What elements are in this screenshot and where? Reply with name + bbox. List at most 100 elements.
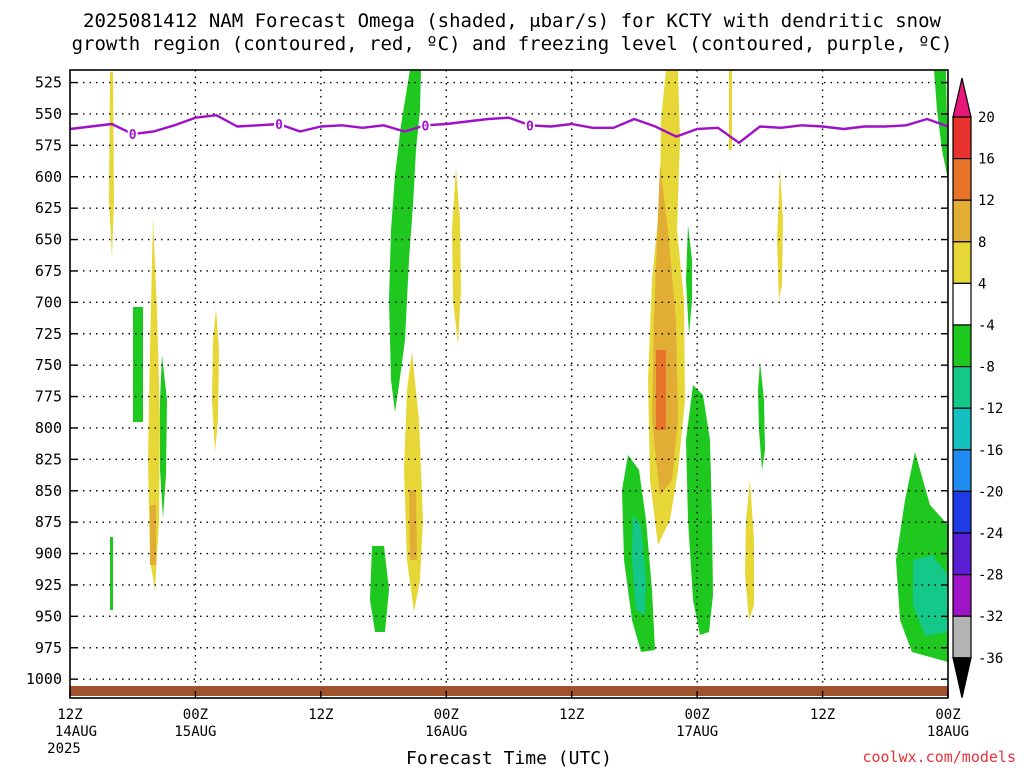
omega-rising-region [110,537,113,610]
colorbar-segment [952,449,972,492]
colorbar-label: 4 [978,276,986,292]
colorbar-segment [952,116,972,160]
x-tick-label-date: 17AUG [676,724,718,740]
omega-sinking-region [452,168,461,345]
x-tick-label-time: 00Z [434,707,459,723]
y-tick-label: 875 [35,513,62,531]
x-tick-label-time: 00Z [935,707,960,723]
omega-rising-region [632,515,646,615]
terrain-band [70,686,948,696]
x-tick-label-date: 15AUG [174,724,216,740]
plot-frame [69,69,949,699]
x-tick-label-time: 12Z [559,707,584,723]
omega-rising-region [758,362,765,470]
colorbar-segment [952,615,972,659]
colorbar-segment [952,407,972,451]
y-tick-label: 850 [35,482,62,500]
y-tick-label: 675 [35,262,62,280]
omega-sinking-region [148,218,160,590]
x-tick-label-year: 2025 [47,741,81,757]
y-tick-label: 625 [35,199,62,217]
colorbar-label: -24 [978,526,1003,542]
omega-sinking-region [409,490,417,560]
colorbar-label: -32 [978,609,1003,625]
freezing-level-line [69,113,949,145]
contour-label-bg [127,126,138,142]
omega-sinking-region [150,505,156,565]
colorbar-segment [952,490,972,534]
contour-label-bg [420,117,431,133]
colorbar-label: 12 [978,193,995,209]
x-tick-label-time: 00Z [183,707,208,723]
y-axis: 525 550 575 600 625 650 675 700 725 750 775 800 825 8… [26,74,948,688]
x-tick-label-date: 14AUG [55,724,97,740]
colorbar-segment [952,241,972,285]
colorbar-label: 16 [978,152,995,168]
colorbar-segment [952,199,972,243]
freezing-level-label: 0 [275,118,283,133]
y-tick-label: 825 [35,450,62,468]
y-tick-label: 725 [35,325,62,343]
x-tick-label-time: 12Z [57,707,82,723]
y-tick-label: 650 [35,231,62,249]
y-tick-label: 950 [35,607,62,625]
chart-title-line-2: growth region (contoured, red, ºC) and f… [72,33,953,55]
omega-sinking-region [109,72,114,258]
x-tick-label-time: 12Z [810,707,835,723]
y-tick-label: 925 [35,576,62,594]
y-tick-label: 550 [35,105,62,123]
omega-sinking-region [777,168,783,300]
y-tick-label: 600 [35,168,62,186]
y-tick-label: 750 [35,356,62,374]
x-tick-label-time: 00Z [684,707,709,723]
colorbar-label: -16 [978,443,1003,459]
colorbar-segment [952,366,972,409]
freezing-level-label: 0 [129,128,137,143]
colorbar-top-arrow [952,77,972,118]
y-tick-label: 775 [35,388,62,406]
omega-rising-region [370,546,389,632]
omega-rising-region [160,355,167,518]
colorbar-segment [952,532,972,576]
x-axis-title: Forecast Time (UTC) [406,748,612,768]
colorbar-label: -8 [978,360,995,376]
plot-area: 0 0 0 0 [69,69,949,699]
omega-rising-region [389,70,421,412]
contour-label-bg [274,116,285,132]
omega-sinking-region [212,308,219,452]
colorbar-segment [952,324,972,368]
grid-lines [70,70,948,698]
colorbar-bottom-arrow [952,657,972,698]
x-tick-label-date: 18AUG [927,724,969,740]
chart-title-line-1: 2025081412 NAM Forecast Omega (shaded, μ… [83,10,941,32]
freezing-level-label: 0 [526,119,534,134]
omega-rising-region [686,385,713,635]
y-tick-label: 800 [35,419,62,437]
colorbar-label: -20 [978,484,1003,500]
omega-sinking-region [404,352,423,612]
omega-sinking-region [656,350,666,430]
x-tick-label-date: 16AUG [425,724,467,740]
colorbar: 20 16 12 8 4 -4 -8 -12 -16 -20 -24 -28 -32 -36 [952,77,1003,698]
colorbar-segment [952,282,972,326]
omega-rising-region [686,225,692,335]
colorbar-label: -28 [978,568,1003,584]
colorbar-segment [952,158,972,201]
freezing-level-label: 0 [421,119,429,134]
colorbar-label: 8 [978,235,986,251]
y-tick-label: 975 [35,639,62,657]
colorbar-label: 20 [978,110,995,126]
colorbar-label: -36 [978,651,1003,667]
x-tick-label-time: 12Z [308,707,333,723]
y-tick-label: 525 [35,74,62,92]
contour-label-bg [524,117,535,133]
y-tick-label: 1000 [26,670,62,688]
y-tick-label: 900 [35,545,62,563]
omega-sinking-region [729,70,732,150]
plot-background [70,70,948,698]
y-tick-label: 700 [35,293,62,311]
y-tick-label: 575 [35,136,62,154]
colorbar-label: -12 [978,401,1003,417]
